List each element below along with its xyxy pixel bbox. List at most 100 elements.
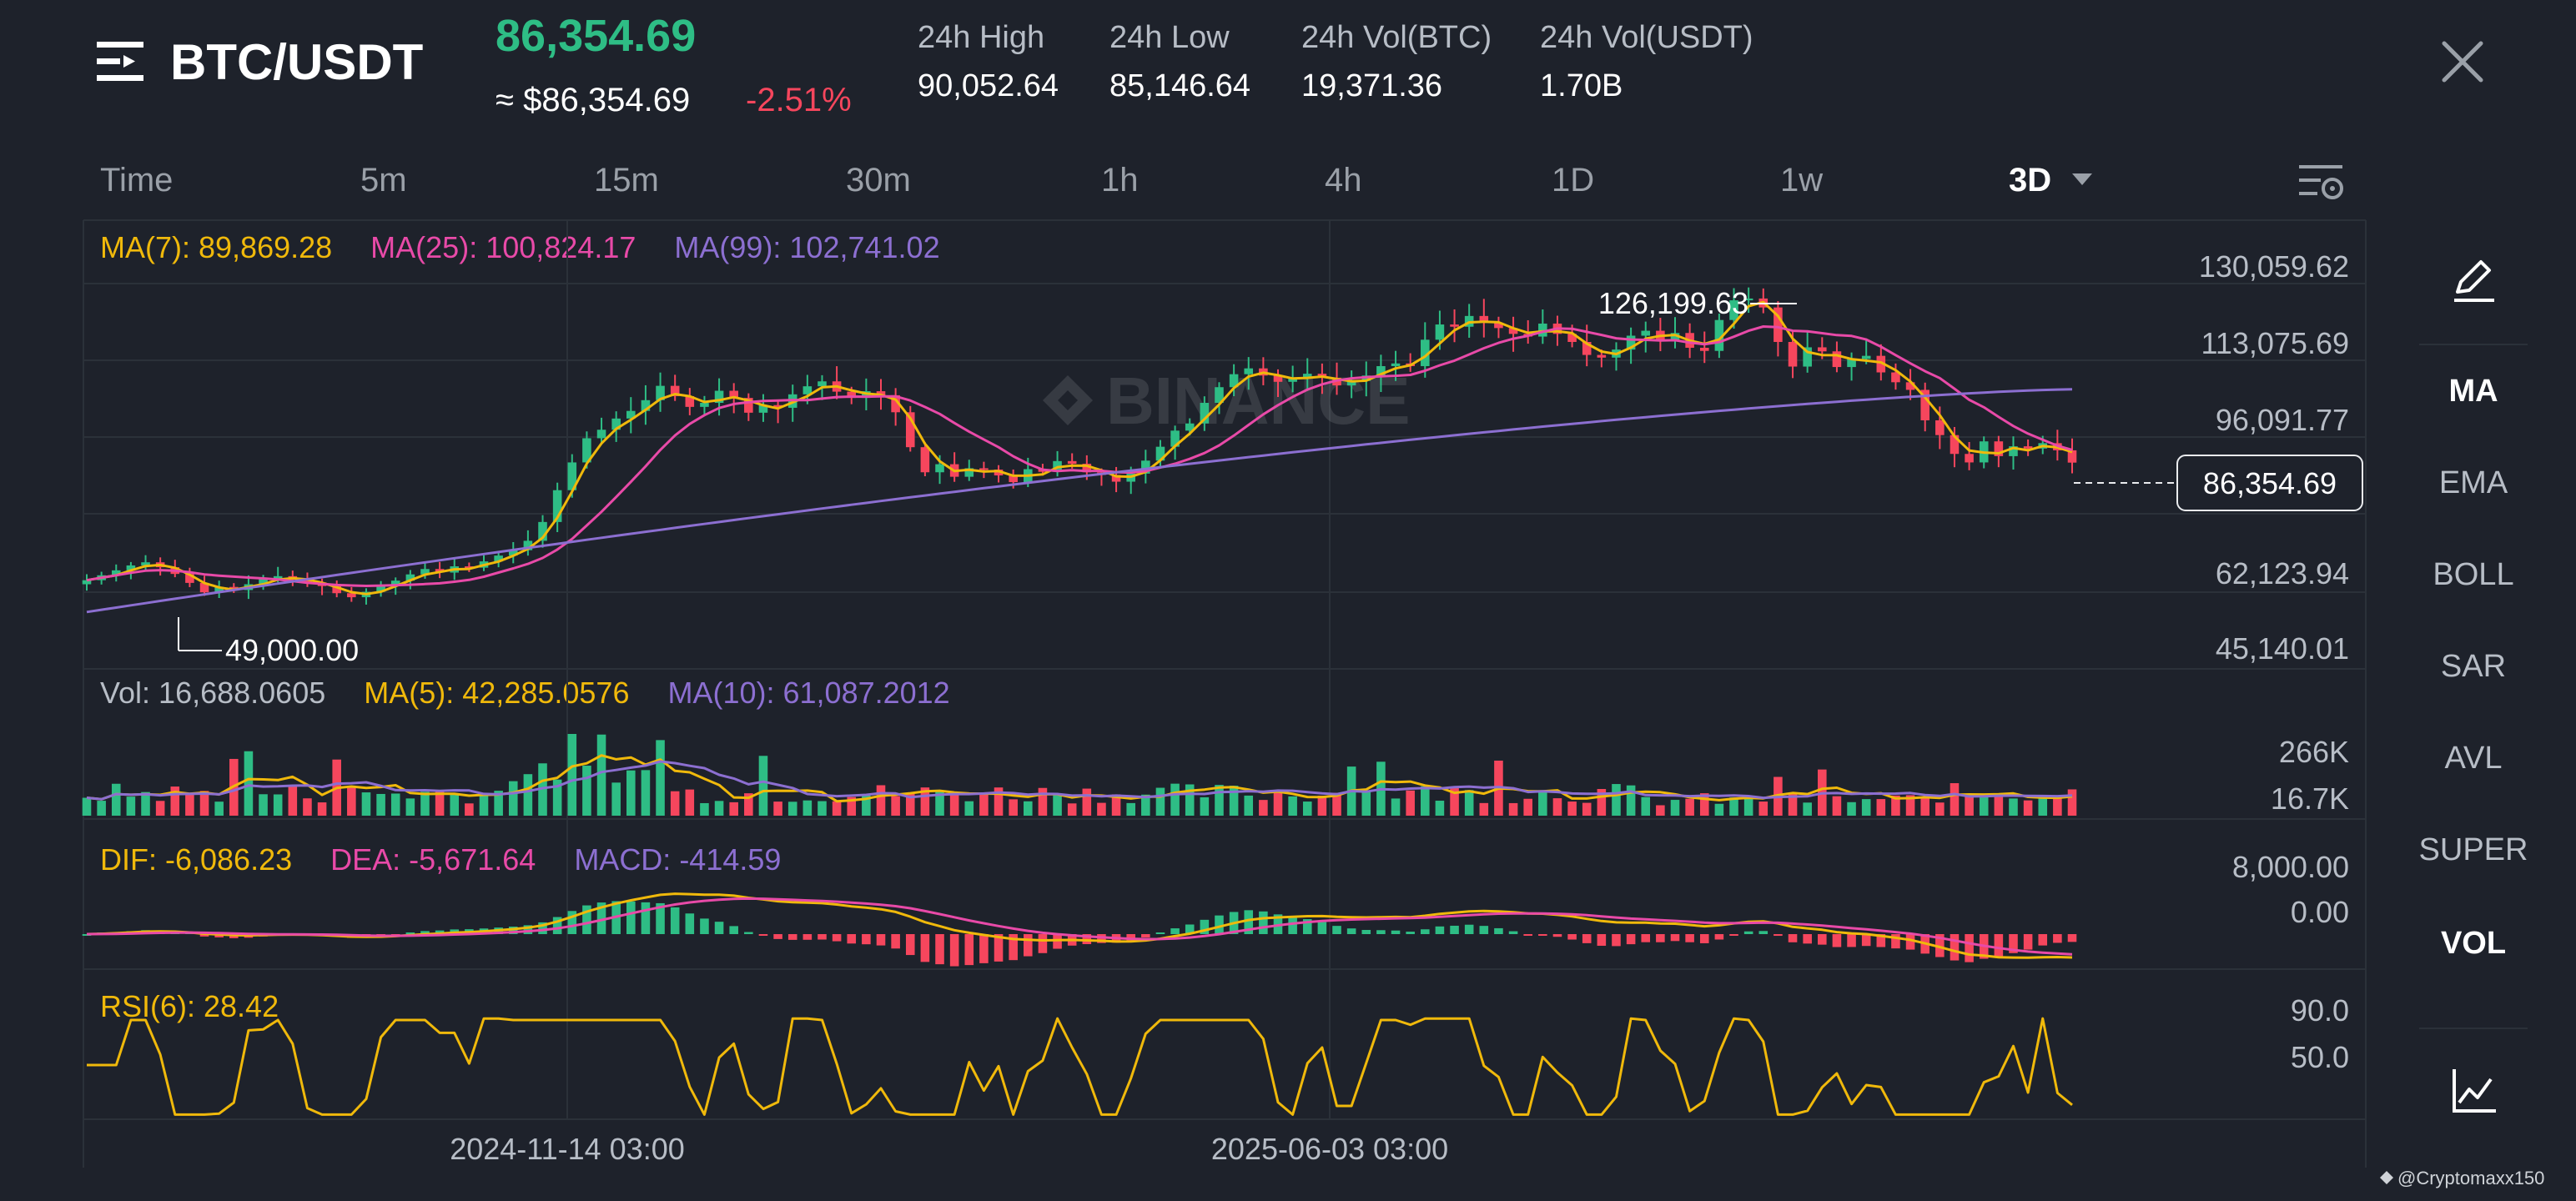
price-tick: 96,091.77 bbox=[2216, 403, 2349, 437]
volume-bar bbox=[832, 801, 842, 816]
tab-15m[interactable]: 15m bbox=[594, 162, 659, 198]
candle-body bbox=[964, 468, 974, 477]
candle-body bbox=[1067, 460, 1077, 465]
macd-bar bbox=[1994, 934, 2004, 957]
macd-bar bbox=[1421, 929, 1430, 934]
indicator-vol[interactable]: VOL bbox=[2440, 926, 2507, 961]
indicator-chart-icon[interactable] bbox=[2449, 1066, 2499, 1116]
volume-bar bbox=[1024, 801, 1033, 816]
indicator-ema[interactable]: EMA bbox=[2438, 465, 2508, 500]
chart-settings-icon[interactable] bbox=[2296, 158, 2346, 205]
time-tick: 2024-11-14 03:00 bbox=[450, 1132, 685, 1166]
macd-bar bbox=[1450, 925, 1459, 934]
tab-3d[interactable]: 3D bbox=[2009, 162, 2052, 198]
candle-body bbox=[1626, 335, 1636, 350]
volume-bar bbox=[1685, 798, 1694, 816]
candle-body bbox=[1818, 347, 1827, 352]
macd-bar bbox=[1038, 934, 1048, 953]
candle-body bbox=[1215, 387, 1224, 404]
candle-body bbox=[994, 470, 1004, 476]
volume-bar bbox=[994, 787, 1004, 816]
macd-bar bbox=[1024, 934, 1033, 957]
macd-bar bbox=[1361, 929, 1371, 934]
indicator-avl[interactable]: AVL bbox=[2444, 741, 2503, 776]
tab-5m[interactable]: 5m bbox=[360, 162, 407, 198]
macd-bar bbox=[979, 934, 989, 963]
macd-bar bbox=[1494, 927, 1503, 934]
candle-body bbox=[700, 403, 709, 407]
candle-body bbox=[758, 405, 768, 413]
candle-body bbox=[141, 562, 150, 565]
volume-bar bbox=[596, 734, 606, 816]
indicator-sar[interactable]: SAR bbox=[2440, 649, 2507, 684]
volume-bar bbox=[111, 783, 121, 816]
volume-bar bbox=[1523, 798, 1532, 816]
candle-body bbox=[111, 570, 121, 575]
tab-1h[interactable]: 1h bbox=[1101, 162, 1139, 198]
tab-1d[interactable]: 1D bbox=[1552, 162, 1595, 198]
macd-bar bbox=[1009, 934, 1018, 961]
macd-bar bbox=[832, 934, 842, 942]
volume-bar bbox=[494, 791, 503, 816]
close-icon[interactable] bbox=[2439, 38, 2486, 85]
volume-bar bbox=[2009, 798, 2018, 816]
tab-4h[interactable]: 4h bbox=[1325, 162, 1362, 198]
tab-1w[interactable]: 1w bbox=[1780, 162, 1824, 198]
volume-bar bbox=[273, 794, 283, 816]
candle-body bbox=[1009, 475, 1018, 483]
pair-title[interactable]: BTC/USDT bbox=[170, 34, 424, 90]
side-divider bbox=[2419, 1028, 2528, 1029]
candle-body bbox=[2009, 446, 2018, 456]
rsi-legend: RSI(6): 28.42 bbox=[100, 989, 279, 1024]
chevron-down-icon[interactable] bbox=[2070, 172, 2094, 187]
indicator-boll[interactable]: BOLL bbox=[2433, 557, 2514, 592]
candle-body bbox=[1567, 334, 1577, 342]
volume-bar bbox=[979, 795, 989, 816]
volume-bar bbox=[1038, 787, 1048, 816]
indicator-ma[interactable]: MA bbox=[2448, 374, 2498, 409]
volume-bar bbox=[1729, 797, 1738, 816]
macd-bar bbox=[1774, 934, 1783, 937]
volume-bar bbox=[2038, 797, 2048, 816]
volume-bar bbox=[214, 802, 224, 816]
candle-body bbox=[523, 540, 533, 550]
binance-watermark: BINANCE bbox=[1043, 364, 1410, 438]
volume-bar bbox=[1612, 784, 1621, 816]
volume-bar bbox=[1141, 794, 1150, 816]
macd-bar bbox=[1729, 934, 1738, 936]
menu-icon[interactable] bbox=[93, 35, 147, 88]
volume-bar bbox=[479, 794, 489, 816]
macd-bar bbox=[787, 934, 797, 940]
candle-body bbox=[729, 390, 738, 399]
high-annotation: 126,199.63 bbox=[1598, 286, 1748, 320]
tab-time[interactable]: Time bbox=[100, 162, 174, 198]
volume-bar bbox=[1332, 792, 1341, 816]
tab-30m[interactable]: 30m bbox=[846, 162, 911, 198]
macd-bar bbox=[700, 918, 709, 934]
candle-body bbox=[465, 566, 474, 569]
pencil-icon[interactable] bbox=[2449, 255, 2499, 305]
candle-body bbox=[1170, 430, 1180, 447]
price-tick: 62,123.94 bbox=[2216, 556, 2349, 590]
macd-bar bbox=[567, 911, 577, 934]
candle-body bbox=[347, 593, 356, 598]
volume-bar bbox=[1979, 796, 1989, 816]
candle-body bbox=[1891, 372, 1900, 383]
volume-bar bbox=[1847, 802, 1856, 816]
volume-bar bbox=[1567, 802, 1577, 816]
volume-bar bbox=[317, 802, 327, 816]
volume-bar bbox=[1464, 790, 1474, 816]
macd-bar bbox=[405, 932, 415, 934]
candle-body bbox=[1994, 441, 2004, 456]
macd-bar bbox=[1965, 934, 1974, 962]
volume-bar bbox=[199, 791, 209, 816]
indicator-super[interactable]: SUPER bbox=[2418, 832, 2528, 867]
macd-bar bbox=[818, 934, 827, 940]
volume-bar bbox=[787, 802, 797, 816]
price-tick: 113,075.69 bbox=[2201, 326, 2349, 360]
stat-vol-btc-label: 24h Vol(BTC) bbox=[1301, 20, 1492, 55]
volume-bar bbox=[1479, 802, 1489, 816]
volume-bar bbox=[862, 794, 871, 816]
macd-bar bbox=[935, 934, 944, 965]
